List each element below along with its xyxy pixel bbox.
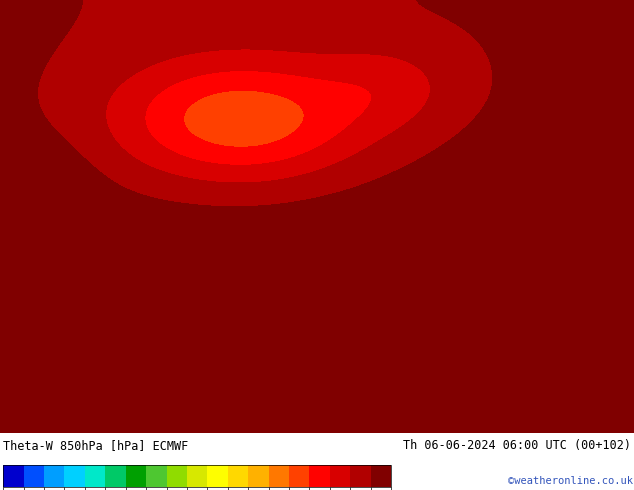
Text: Theta-W 850hPa [hPa] ECMWF: Theta-W 850hPa [hPa] ECMWF: [3, 439, 188, 452]
Text: ©weatheronline.co.uk: ©weatheronline.co.uk: [508, 476, 633, 486]
Text: Th 06-06-2024 06:00 UTC (00+102): Th 06-06-2024 06:00 UTC (00+102): [403, 439, 631, 452]
